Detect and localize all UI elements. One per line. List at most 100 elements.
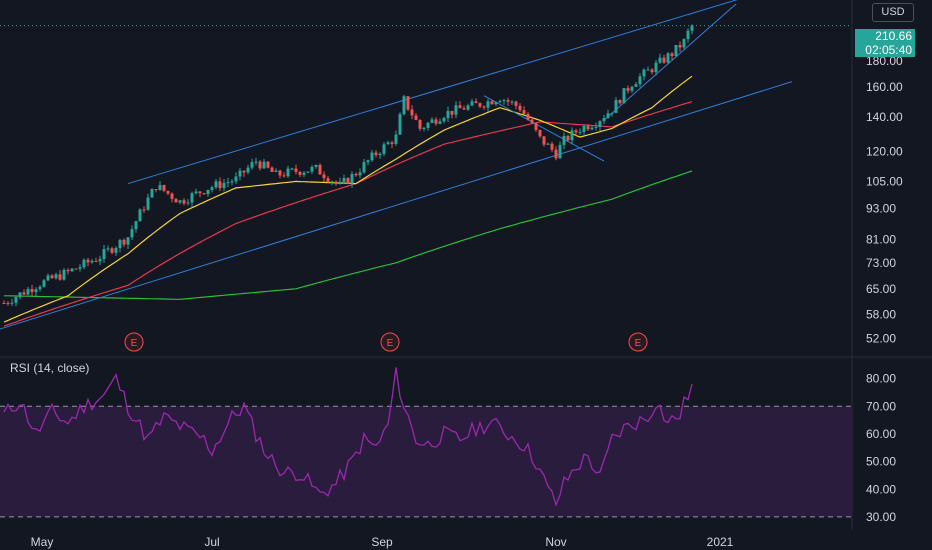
candle-body[interactable] (302, 172, 306, 175)
candle-body[interactable] (242, 170, 246, 173)
candle-body[interactable] (538, 129, 542, 137)
candle-body[interactable] (306, 171, 310, 173)
trend-line[interactable] (603, 3, 737, 121)
candle-body[interactable] (450, 110, 454, 115)
candle-body[interactable] (6, 303, 10, 305)
candle-body[interactable] (490, 101, 494, 105)
candle-body[interactable] (178, 200, 182, 203)
candle-body[interactable] (582, 125, 586, 132)
earnings-marker[interactable]: E (380, 332, 400, 352)
candle-body[interactable] (2, 302, 6, 304)
candle-body[interactable] (486, 101, 490, 108)
trend-line[interactable] (0, 81, 793, 331)
candle-body[interactable] (362, 162, 366, 173)
candle-body[interactable] (574, 130, 578, 133)
candle-body[interactable] (610, 112, 614, 114)
candle-body[interactable] (314, 164, 318, 167)
candle-body[interactable] (318, 164, 322, 175)
candle-body[interactable] (634, 84, 638, 87)
candle-body[interactable] (330, 181, 334, 183)
candle-body[interactable] (194, 191, 198, 194)
candle-body[interactable] (518, 105, 522, 111)
candle-body[interactable] (198, 191, 202, 194)
candle-body[interactable] (182, 200, 186, 204)
candle-body[interactable] (110, 248, 114, 253)
candle-body[interactable] (10, 302, 14, 304)
candle-body[interactable] (50, 275, 54, 279)
candle-body[interactable] (386, 142, 390, 145)
candle-body[interactable] (410, 109, 414, 116)
candle-body[interactable] (118, 239, 122, 248)
candle-body[interactable] (22, 292, 26, 295)
candle-body[interactable] (58, 274, 62, 280)
candle-body[interactable] (534, 123, 538, 130)
candle-body[interactable] (570, 130, 574, 141)
candle-body[interactable] (202, 193, 206, 195)
candle-body[interactable] (354, 173, 358, 176)
candle-body[interactable] (438, 121, 442, 124)
candle-body[interactable] (454, 105, 458, 115)
candle-body[interactable] (630, 86, 634, 91)
candle-body[interactable] (246, 167, 250, 173)
candle-body[interactable] (70, 268, 74, 272)
candle-body[interactable] (650, 69, 654, 73)
candle-body[interactable] (562, 135, 566, 145)
candle-body[interactable] (346, 178, 350, 184)
candle-body[interactable] (46, 275, 50, 281)
candle-body[interactable] (402, 96, 406, 115)
candle-body[interactable] (258, 161, 262, 169)
candle-body[interactable] (102, 249, 106, 260)
candle-body[interactable] (42, 280, 46, 287)
candle-body[interactable] (390, 142, 394, 144)
candle-body[interactable] (498, 101, 502, 103)
candle-body[interactable] (78, 267, 82, 269)
candle-body[interactable] (626, 88, 630, 91)
candle-body[interactable] (474, 101, 478, 104)
candle-body[interactable] (230, 181, 234, 183)
candle-body[interactable] (150, 189, 154, 198)
candle-body[interactable] (34, 289, 38, 293)
candle-body[interactable] (262, 161, 266, 169)
candle-body[interactable] (406, 96, 410, 110)
candle-body[interactable] (222, 182, 226, 189)
candle-body[interactable] (254, 161, 258, 163)
candle-body[interactable] (370, 152, 374, 161)
candle-body[interactable] (142, 209, 146, 211)
candle-body[interactable] (418, 119, 422, 129)
candle-body[interactable] (338, 181, 342, 183)
candle-body[interactable] (382, 144, 386, 154)
candle-body[interactable] (590, 127, 594, 130)
candle-body[interactable] (334, 181, 338, 183)
candle-body[interactable] (618, 100, 622, 104)
candle-body[interactable] (554, 149, 558, 159)
candle-body[interactable] (326, 178, 330, 183)
candle-body[interactable] (646, 69, 650, 71)
currency-button[interactable]: USD (872, 3, 914, 22)
candle-body[interactable] (234, 176, 238, 182)
candle-body[interactable] (458, 105, 462, 109)
candle-body[interactable] (622, 88, 626, 104)
candle-body[interactable] (342, 178, 346, 182)
candle-body[interactable] (662, 57, 666, 63)
trend-line[interactable] (127, 0, 748, 185)
candle-body[interactable] (358, 172, 362, 176)
candle-body[interactable] (598, 121, 602, 127)
candle-body[interactable] (374, 152, 378, 156)
candle-body[interactable] (678, 44, 682, 48)
candle-body[interactable] (66, 269, 70, 272)
trend-line[interactable] (483, 95, 605, 162)
candle-body[interactable] (170, 193, 174, 199)
candle-body[interactable] (106, 248, 110, 250)
candle-body[interactable] (434, 119, 438, 124)
candle-body[interactable] (614, 100, 618, 113)
candle-body[interactable] (274, 170, 278, 172)
candle-body[interactable] (214, 181, 218, 188)
candle-body[interactable] (158, 184, 162, 190)
earnings-marker[interactable]: E (124, 332, 144, 352)
candle-body[interactable] (18, 292, 22, 298)
candle-body[interactable] (54, 274, 58, 279)
candle-body[interactable] (658, 57, 662, 63)
candle-body[interactable] (38, 286, 42, 290)
candle-body[interactable] (218, 181, 222, 189)
